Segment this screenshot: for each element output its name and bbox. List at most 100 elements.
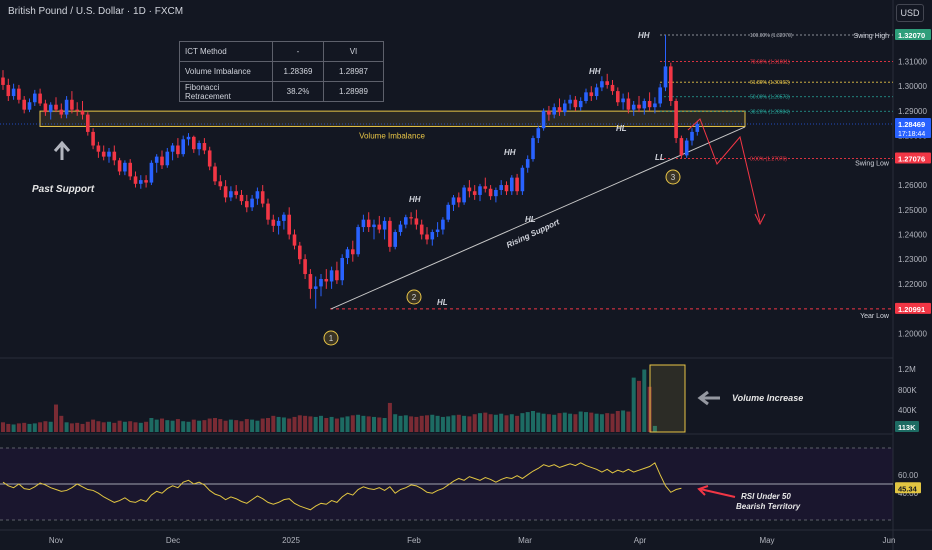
volume-bar <box>573 414 578 432</box>
candle-body <box>472 191 477 195</box>
volume-bar <box>292 416 297 432</box>
candle-body <box>478 186 482 195</box>
candle-body <box>1 77 5 85</box>
candle-body <box>377 224 382 230</box>
table-row: ICT Method - VI <box>179 41 384 62</box>
candle-body <box>33 93 37 103</box>
volume-bar <box>483 412 488 432</box>
volume-bar <box>377 417 382 432</box>
candle-body <box>499 185 503 190</box>
volume-bar <box>584 412 588 432</box>
candle-body <box>605 81 609 85</box>
price-tag-label: 1.27076 <box>898 154 925 163</box>
price-tag-label: 1.28469 <box>898 120 925 129</box>
candle-body <box>181 139 185 155</box>
rsi-tag-label: 45.34 <box>898 484 918 493</box>
candle-body <box>27 102 32 110</box>
candle-body <box>298 245 302 260</box>
volume-imbalance-label: Volume Imbalance <box>359 131 425 140</box>
y-tick-label: 1.20000 <box>898 329 927 338</box>
projection-path <box>687 118 761 223</box>
volume-bar <box>22 422 27 432</box>
volume-bar <box>308 416 313 432</box>
candle-body <box>451 197 456 205</box>
candle-body <box>589 92 594 97</box>
candle-body <box>504 185 509 192</box>
volume-bar <box>250 419 255 432</box>
candle-body <box>22 99 26 110</box>
volume-bar <box>472 414 477 432</box>
volume-bar <box>207 418 212 432</box>
volume-bar <box>16 423 21 432</box>
volume-tick-label: 400K <box>898 406 917 415</box>
structure-label: HL <box>525 215 536 224</box>
candle-body <box>600 81 604 88</box>
candle-body <box>154 156 159 163</box>
volume-bar <box>138 422 143 432</box>
volume-bar <box>525 412 530 432</box>
candle-body <box>388 220 392 247</box>
volume-bar <box>91 419 96 432</box>
fibonacci-level-label: 0.00% (1.27076) <box>750 156 787 162</box>
candle-body <box>584 92 588 102</box>
candle-body <box>669 66 673 102</box>
rising-support-line <box>330 126 746 310</box>
left-arrow-icon <box>697 390 720 406</box>
candle-body <box>202 143 207 151</box>
volume-bar <box>546 414 551 432</box>
volume-bar <box>255 420 260 432</box>
volume-bar <box>287 418 292 432</box>
volume-bar <box>493 414 498 432</box>
candle-body <box>287 214 291 235</box>
currency-button[interactable]: USD <box>896 4 924 22</box>
volume-bar <box>239 421 244 432</box>
candle-body <box>393 232 397 247</box>
candle-body <box>637 104 641 109</box>
volume-tick-label: 800K <box>898 386 917 395</box>
volume-bar <box>271 415 276 432</box>
volume-bar <box>435 415 440 432</box>
candle-body <box>547 110 551 115</box>
candle-body <box>186 136 191 140</box>
price-tag-label: 1.32070 <box>898 31 925 40</box>
volume-bar <box>319 415 323 432</box>
symbol-title: British Pound / U.S. Dollar · 1D · FXCM <box>8 6 184 17</box>
candle-body <box>292 234 297 246</box>
x-tick-label: Dec <box>166 536 180 545</box>
volume-bar <box>133 422 138 432</box>
x-tick-label: Feb <box>407 536 421 545</box>
volume-bar <box>509 414 514 432</box>
volume-bar <box>440 416 445 432</box>
fibonacci-level-label: 78.60% (1.31001) <box>750 59 790 65</box>
candle-body <box>382 220 387 230</box>
candle-body <box>107 151 111 157</box>
volume-bar <box>361 415 366 432</box>
y-tick-label: 1.26000 <box>898 181 927 190</box>
swing-point-number: 1 <box>329 334 334 343</box>
up-arrow-icon <box>53 140 71 160</box>
volume-bar <box>1 422 5 432</box>
volume-bar <box>578 411 583 432</box>
volume-bar <box>340 417 345 432</box>
candle-body <box>112 151 117 161</box>
volume-bar <box>223 420 228 432</box>
candle-body <box>345 249 350 258</box>
volume-bar <box>531 411 535 432</box>
volume-bar <box>48 421 53 432</box>
volume-bar <box>228 419 233 432</box>
volume-bar <box>610 413 615 432</box>
price-tag <box>895 29 931 40</box>
candle-body <box>663 66 668 88</box>
candle-body <box>578 101 583 108</box>
candle-body <box>123 162 127 172</box>
candle-body <box>674 101 678 139</box>
candle-body <box>356 227 360 255</box>
volume-bar <box>541 413 546 432</box>
volume-bar <box>112 422 117 432</box>
x-tick-label: Nov <box>49 536 63 545</box>
volume-bar <box>64 422 69 432</box>
candle-body <box>557 107 562 113</box>
swing-point-number: 2 <box>412 293 417 302</box>
structure-label: HL <box>437 298 448 307</box>
